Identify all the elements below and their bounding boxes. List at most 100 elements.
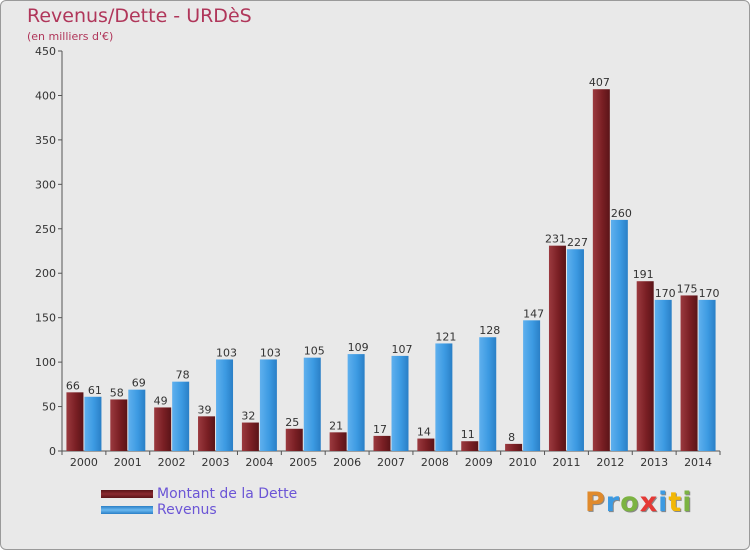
bar-debt — [198, 416, 216, 451]
x-tick-label: 2003 — [202, 456, 230, 469]
bar-revenue — [523, 320, 541, 451]
x-tick-label: 2012 — [596, 456, 624, 469]
bar-revenue — [435, 343, 453, 451]
data-label-debt: 39 — [198, 403, 212, 416]
data-label-revenue: 170 — [699, 287, 720, 300]
bar-debt — [548, 245, 566, 451]
bar-revenue — [654, 299, 672, 451]
legend-label-debt: Montant de la Dette — [157, 486, 298, 502]
data-label-revenue: 128 — [479, 324, 500, 337]
y-tick-label: 400 — [35, 89, 56, 102]
chart-subtitle: (en milliers d'€) — [27, 30, 114, 43]
logo-letter: x — [639, 487, 659, 518]
x-tick-label: 2010 — [509, 456, 537, 469]
x-tick-label: 2002 — [158, 456, 186, 469]
bar-debt — [461, 441, 479, 451]
logo-letter: i — [682, 487, 693, 518]
data-label-debt: 231 — [545, 233, 566, 246]
bar-revenue — [128, 389, 146, 451]
data-label-debt: 8 — [508, 431, 515, 444]
data-label-debt: 17 — [373, 423, 387, 436]
bar-debt — [680, 295, 698, 451]
data-label-revenue: 147 — [523, 307, 544, 320]
bar-debt — [373, 435, 391, 451]
data-label-debt: 49 — [154, 394, 168, 407]
data-label-debt: 11 — [461, 428, 475, 441]
bar-revenue — [216, 359, 234, 451]
legend-label-revenue: Revenus — [157, 502, 217, 518]
bar-revenue — [303, 357, 321, 451]
bar-debt — [66, 392, 84, 451]
data-label-revenue: 109 — [348, 341, 369, 354]
data-label-revenue: 105 — [304, 345, 325, 358]
y-tick-label: 450 — [35, 45, 56, 58]
data-label-debt: 175 — [677, 282, 698, 295]
data-label-debt: 32 — [241, 410, 255, 423]
bar-debt — [505, 443, 523, 451]
bar-debt — [592, 89, 610, 451]
bar-revenue — [391, 355, 409, 451]
y-tick-label: 0 — [49, 445, 56, 458]
x-tick-label: 2007 — [377, 456, 405, 469]
x-tick-label: 2000 — [70, 456, 98, 469]
x-tick-label: 2013 — [640, 456, 668, 469]
bar-debt — [110, 399, 128, 451]
chart-bars — [66, 89, 716, 451]
x-tick-label: 2014 — [684, 456, 712, 469]
logo-letter: i — [658, 487, 669, 518]
data-label-revenue: 260 — [611, 207, 632, 220]
bar-revenue — [347, 354, 365, 451]
data-label-debt: 21 — [329, 419, 343, 432]
bar-revenue — [566, 249, 584, 451]
legend-swatch-debt — [101, 490, 153, 498]
bar-revenue — [610, 219, 628, 451]
data-label-revenue: 61 — [88, 384, 102, 397]
x-tick-label: 2006 — [333, 456, 361, 469]
data-label-revenue: 103 — [216, 346, 237, 359]
data-label-debt: 66 — [66, 379, 80, 392]
data-label-revenue: 170 — [655, 287, 676, 300]
bar-revenue — [172, 381, 190, 451]
logo-letter: P — [585, 487, 606, 518]
chart-axes: 0 50 100 150 200 250 300 350 400 450 2000 2001 2002 2… — [35, 45, 721, 469]
logo-letter: r — [605, 487, 621, 518]
y-tick-label: 100 — [35, 356, 56, 369]
bar-debt — [285, 428, 303, 451]
x-tick-label: 2005 — [289, 456, 317, 469]
proxiti-logo: Proxiti — [585, 487, 693, 518]
x-tick-label: 2011 — [552, 456, 580, 469]
bar-debt — [154, 407, 172, 451]
data-label-debt: 25 — [285, 416, 299, 429]
y-tick-label: 50 — [42, 401, 56, 414]
x-tick-label: 2009 — [465, 456, 493, 469]
logo-letter: t — [668, 487, 683, 518]
data-label-debt: 58 — [110, 386, 124, 399]
chart-title: Revenus/Dette - URDèS — [27, 5, 252, 27]
data-label-revenue: 121 — [435, 330, 456, 343]
y-tick-label: 250 — [35, 223, 56, 236]
data-label-revenue: 103 — [260, 346, 281, 359]
x-tick-label: 2001 — [114, 456, 142, 469]
bar-debt — [329, 432, 347, 451]
bar-debt — [241, 422, 259, 451]
y-tick-label: 300 — [35, 178, 56, 191]
bar-revenue — [479, 337, 497, 451]
y-tick-label: 200 — [35, 267, 56, 280]
y-tick-label: 350 — [35, 134, 56, 147]
bar-debt — [636, 281, 654, 451]
bar-debt — [417, 438, 435, 451]
y-tick-label: 150 — [35, 312, 56, 325]
x-tick-label: 2008 — [421, 456, 449, 469]
bar-revenue — [259, 359, 277, 451]
x-tick-label: 2004 — [245, 456, 273, 469]
bar-revenue — [698, 299, 716, 451]
legend-swatch-revenue — [101, 506, 153, 514]
data-label-revenue: 107 — [392, 343, 413, 356]
data-label-revenue: 227 — [567, 236, 588, 249]
data-label-debt: 14 — [417, 426, 431, 439]
data-label-debt: 191 — [633, 268, 654, 281]
logo-letter: o — [620, 487, 640, 518]
data-label-debt: 407 — [589, 76, 610, 89]
